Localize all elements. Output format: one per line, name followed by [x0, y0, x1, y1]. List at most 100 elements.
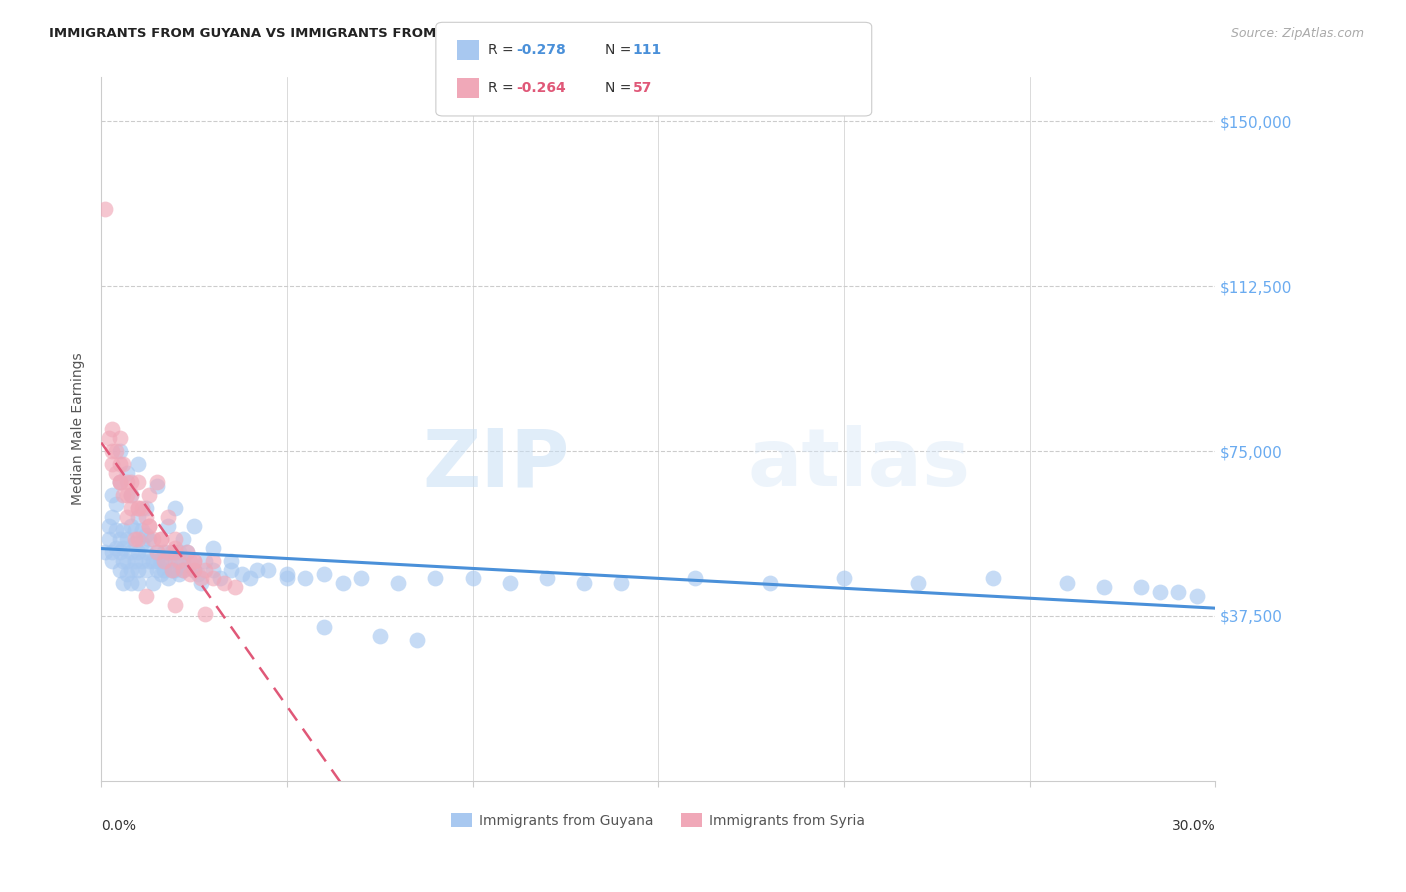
Point: [176, 545, 198, 559]
Point: [165, 563, 187, 577]
Point: [120, 475, 142, 489]
Point: [1056, 575, 1078, 590]
Point: [176, 545, 198, 559]
Text: 111: 111: [633, 43, 662, 57]
Point: [127, 457, 149, 471]
Point: [108, 457, 131, 471]
Point: [127, 532, 149, 546]
Text: R =: R =: [488, 43, 517, 57]
Point: [165, 532, 187, 546]
Point: [131, 554, 153, 568]
Point: [138, 488, 160, 502]
Point: [120, 563, 142, 577]
Point: [120, 545, 142, 559]
Point: [167, 545, 190, 559]
Point: [112, 541, 135, 555]
Point: [201, 541, 224, 555]
Point: [406, 632, 429, 647]
Point: [142, 554, 165, 568]
Point: [160, 545, 183, 559]
Point: [167, 567, 190, 582]
Point: [135, 527, 157, 541]
Point: [120, 501, 142, 516]
Point: [94, 545, 117, 559]
Point: [219, 554, 242, 568]
Point: [108, 444, 131, 458]
Y-axis label: Median Male Earnings: Median Male Earnings: [72, 352, 86, 506]
Point: [108, 475, 131, 489]
Point: [135, 563, 157, 577]
Point: [572, 575, 595, 590]
Point: [165, 545, 187, 559]
Point: [101, 422, 124, 436]
Point: [165, 541, 187, 555]
Text: N =: N =: [605, 43, 636, 57]
Point: [1185, 589, 1208, 603]
Point: [120, 488, 142, 502]
Point: [194, 607, 217, 621]
Point: [1149, 584, 1171, 599]
Point: [425, 571, 447, 585]
Point: [179, 554, 201, 568]
Point: [105, 523, 128, 537]
Point: [135, 501, 157, 516]
Point: [187, 567, 209, 582]
Point: [120, 488, 142, 502]
Point: [183, 563, 205, 577]
Point: [115, 488, 138, 502]
Point: [160, 563, 183, 577]
Point: [127, 501, 149, 516]
Point: [172, 563, 194, 577]
Point: [201, 563, 224, 577]
Text: N =: N =: [605, 81, 636, 95]
Point: [157, 510, 180, 524]
Text: R =: R =: [488, 81, 517, 95]
Point: [108, 563, 131, 577]
Point: [312, 567, 335, 582]
Text: ZIP: ZIP: [422, 425, 569, 503]
Point: [120, 575, 142, 590]
Point: [758, 575, 780, 590]
Point: [142, 575, 165, 590]
Point: [105, 466, 128, 480]
Text: 0.0%: 0.0%: [101, 819, 136, 833]
Point: [1167, 584, 1189, 599]
Point: [105, 444, 128, 458]
Point: [97, 518, 120, 533]
Point: [115, 532, 138, 546]
Point: [172, 532, 194, 546]
Point: [160, 563, 183, 577]
Point: [135, 545, 157, 559]
Point: [127, 545, 149, 559]
Point: [146, 554, 169, 568]
Text: -0.264: -0.264: [516, 81, 565, 95]
Point: [94, 202, 117, 217]
Point: [1092, 580, 1115, 594]
Point: [115, 554, 138, 568]
Point: [127, 475, 149, 489]
Point: [212, 575, 235, 590]
Point: [1130, 580, 1153, 594]
Point: [142, 532, 165, 546]
Point: [165, 598, 187, 612]
Point: [105, 497, 128, 511]
Point: [127, 563, 149, 577]
Point: [832, 571, 855, 585]
Point: [201, 554, 224, 568]
Point: [190, 575, 212, 590]
Legend: Immigrants from Guyana, Immigrants from Syria: Immigrants from Guyana, Immigrants from …: [446, 807, 870, 833]
Point: [149, 567, 172, 582]
Point: [101, 510, 124, 524]
Point: [127, 575, 149, 590]
Point: [131, 523, 153, 537]
Point: [112, 523, 135, 537]
Point: [97, 532, 120, 546]
Point: [219, 563, 242, 577]
Point: [209, 571, 232, 585]
Point: [907, 575, 929, 590]
Point: [157, 554, 180, 568]
Point: [146, 563, 169, 577]
Point: [179, 567, 201, 582]
Point: [101, 457, 124, 471]
Point: [127, 510, 149, 524]
